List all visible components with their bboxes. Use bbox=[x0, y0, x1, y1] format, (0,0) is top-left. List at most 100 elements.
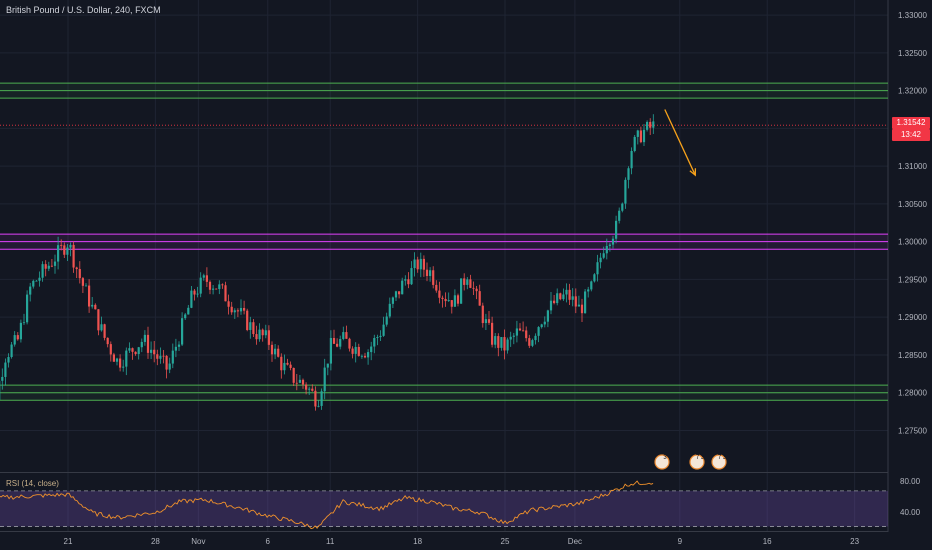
candle-body bbox=[233, 310, 236, 313]
candle bbox=[602, 246, 605, 260]
event-marker[interactable]: 7 3 bbox=[689, 454, 705, 470]
candle-body bbox=[447, 300, 450, 302]
candle bbox=[652, 114, 655, 134]
candle-body bbox=[66, 247, 69, 255]
candle bbox=[370, 341, 373, 361]
candle bbox=[125, 347, 128, 376]
candle-body bbox=[277, 348, 280, 357]
candle-body bbox=[57, 245, 60, 262]
candle bbox=[574, 288, 577, 314]
candle-body bbox=[280, 356, 283, 371]
candle-body bbox=[16, 335, 19, 340]
price-scale-label: 1.33000 bbox=[898, 11, 927, 20]
candle-body bbox=[363, 355, 367, 358]
candle bbox=[19, 319, 22, 343]
candle-body bbox=[559, 293, 562, 300]
candle-body bbox=[342, 332, 345, 339]
candle-body bbox=[224, 285, 227, 302]
candle-body bbox=[193, 290, 196, 295]
candle-body bbox=[177, 344, 181, 347]
candle bbox=[549, 292, 553, 315]
candle-body bbox=[314, 390, 317, 407]
rsi-legend[interactable]: RSI (14, close) bbox=[6, 479, 59, 488]
candle bbox=[394, 290, 398, 302]
candle bbox=[345, 325, 348, 339]
candle-body bbox=[584, 291, 587, 314]
candle-body bbox=[274, 348, 277, 355]
candle-body bbox=[125, 350, 128, 367]
bar-countdown-tag: 13:42 bbox=[892, 129, 930, 141]
candle-body bbox=[134, 351, 137, 355]
candle bbox=[475, 285, 478, 300]
candle-body bbox=[7, 357, 10, 363]
candle-body bbox=[305, 384, 308, 390]
event-marker-label: 7 3 bbox=[718, 455, 727, 461]
candle-body bbox=[429, 270, 432, 276]
candle bbox=[249, 316, 252, 339]
candle bbox=[546, 309, 549, 328]
candle bbox=[97, 309, 100, 336]
candle-body bbox=[292, 367, 295, 383]
candle-body bbox=[286, 362, 289, 365]
candle-body bbox=[599, 257, 602, 263]
candle bbox=[385, 312, 388, 327]
candle bbox=[515, 320, 518, 343]
candle bbox=[162, 350, 165, 364]
candle bbox=[236, 308, 239, 318]
candle bbox=[7, 353, 10, 368]
time-axis-label: 11 bbox=[326, 537, 335, 546]
time-axis-label: 21 bbox=[64, 537, 73, 546]
candle bbox=[491, 316, 494, 348]
candle-body bbox=[565, 289, 568, 295]
candle-body bbox=[444, 298, 447, 302]
candle-body bbox=[432, 270, 435, 285]
candle bbox=[447, 292, 450, 302]
candle-body bbox=[329, 338, 332, 364]
candle bbox=[50, 259, 53, 268]
candle-body bbox=[131, 348, 134, 352]
event-marker[interactable]: 3 bbox=[654, 454, 670, 470]
candle bbox=[404, 275, 407, 286]
candle-body bbox=[236, 310, 239, 312]
candle-body bbox=[357, 346, 360, 356]
candle-body bbox=[239, 307, 243, 312]
candle bbox=[143, 330, 146, 346]
event-marker-circle bbox=[689, 454, 705, 470]
price-scale-label: 1.32500 bbox=[898, 49, 927, 58]
candle bbox=[53, 254, 57, 274]
candle-body bbox=[53, 261, 57, 266]
candle bbox=[165, 355, 168, 379]
candle-body bbox=[88, 285, 91, 307]
candle bbox=[379, 330, 382, 341]
candle-body bbox=[29, 286, 32, 295]
price-scale-label: 1.32000 bbox=[898, 87, 927, 96]
candle-body bbox=[379, 335, 382, 338]
rsi-scale-label: 40.00 bbox=[900, 508, 921, 517]
candle-body bbox=[140, 341, 143, 348]
candle-body bbox=[642, 129, 646, 143]
event-marker[interactable]: 7 3 bbox=[711, 454, 727, 470]
candle bbox=[298, 374, 301, 384]
price-scale-label: 1.31000 bbox=[898, 162, 927, 171]
candle-body bbox=[81, 278, 84, 286]
candle bbox=[305, 382, 308, 395]
candle bbox=[633, 134, 636, 153]
candle bbox=[373, 334, 376, 354]
candle bbox=[376, 334, 379, 346]
last-price-tag: 1.31542 bbox=[892, 117, 930, 129]
candle-body bbox=[47, 265, 50, 269]
candle-body bbox=[460, 278, 463, 304]
candle bbox=[323, 358, 326, 400]
candle-body bbox=[522, 330, 525, 332]
candle-body bbox=[243, 307, 246, 311]
candle-body bbox=[289, 364, 292, 368]
candle bbox=[636, 129, 639, 145]
candle-body bbox=[649, 121, 652, 128]
candle-body bbox=[568, 289, 571, 300]
symbol-legend[interactable]: British Pound / U.S. Dollar, 240, FXCM bbox=[6, 5, 161, 15]
candle bbox=[212, 284, 215, 295]
candle-body bbox=[549, 300, 553, 311]
candle-body bbox=[35, 280, 38, 282]
candle bbox=[494, 332, 497, 349]
